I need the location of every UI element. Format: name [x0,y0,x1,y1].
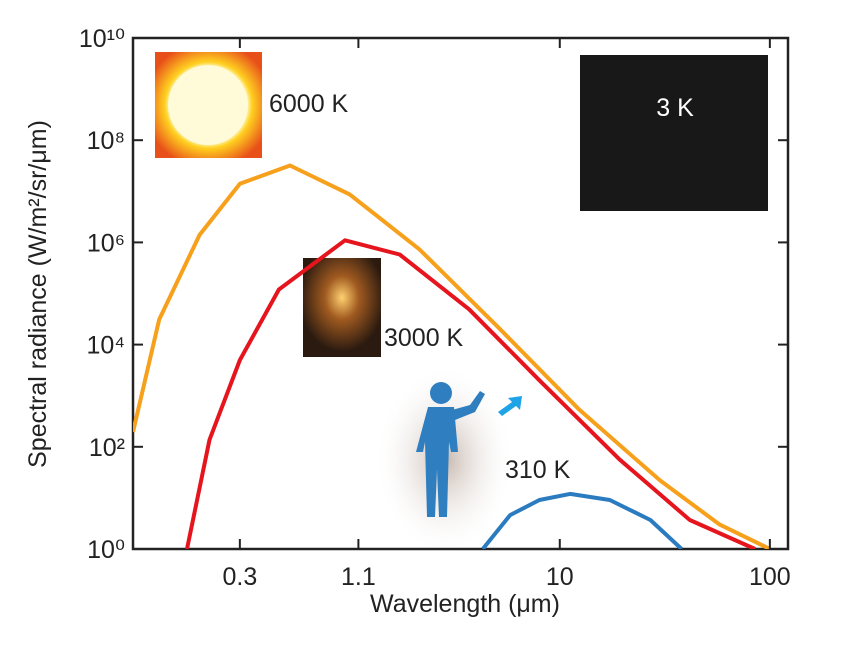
x-tick-label: 10 [546,563,574,591]
series-label: 310 K [505,456,571,484]
x-axis-label: Wavelength (μm) [370,590,560,618]
plot-frame [131,36,790,551]
annotation: 3 K [656,94,694,122]
y-tick-label: 10⁶ [87,229,125,257]
y-tick-label: 10⁸ [87,127,125,155]
decor [131,36,790,555]
y-tick-label: 10⁰ [87,536,125,564]
space-image [580,55,768,211]
x-tick-label: 0.3 [222,563,257,591]
series-label: 6000 K [269,90,349,118]
series-line [185,238,756,549]
series-line [133,163,771,549]
x-tick-label: 100 [749,563,791,591]
sun-disk [168,65,248,145]
x-tick-label: 1.1 [341,563,376,591]
y-axis-label: Spectral radiance (W/m²/sr/μm) [24,120,52,468]
y-tick-label: 10² [89,434,125,462]
y-tick-label: 10⁴ [86,332,125,360]
bulb-image [303,258,381,357]
plot-area [133,163,771,549]
series-line [481,491,683,549]
person [416,382,522,517]
series-label: 3000 K [384,324,464,352]
y-tick-label: 10¹⁰ [79,25,125,53]
